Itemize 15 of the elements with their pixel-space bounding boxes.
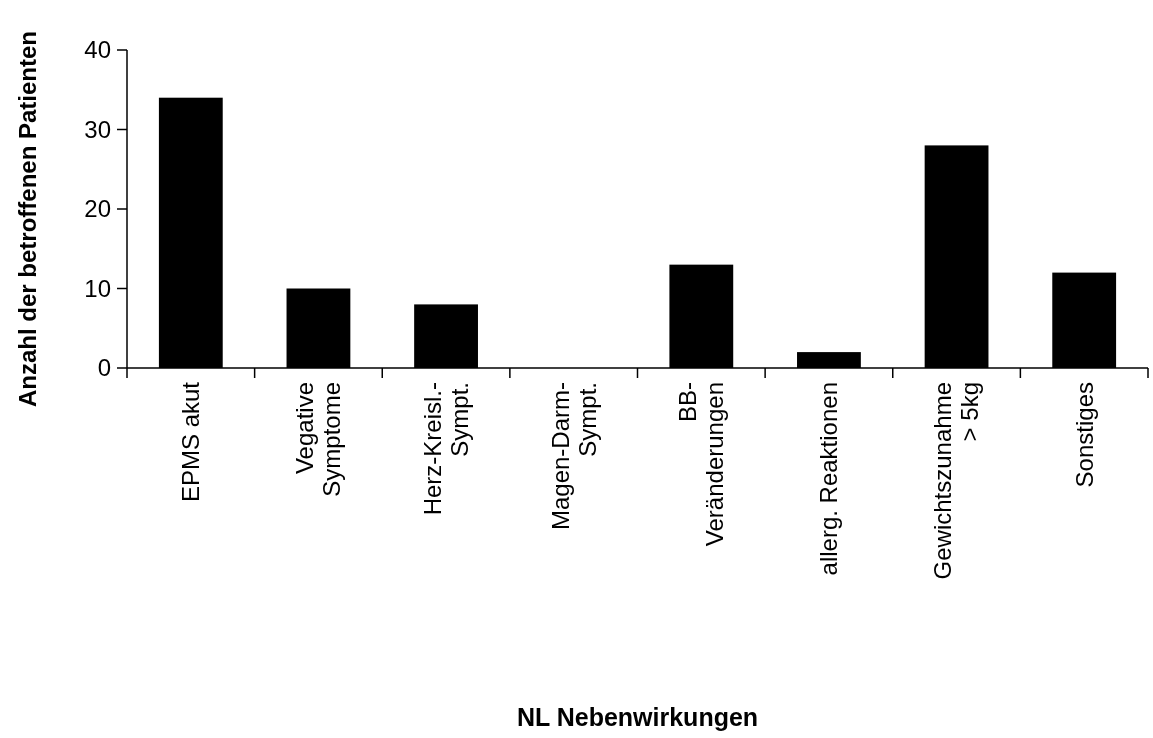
y-tick-label: 10 [84,274,111,302]
x-tick-label: Sonstiges [1070,382,1098,488]
x-tick-label: allerg. Reaktionen [815,382,843,576]
y-axis-title: Anzahl der betroffenen Patienten [14,30,41,408]
y-tick-label: 30 [84,115,111,143]
x-tick-label: Vegative Symptome [291,382,346,497]
y-tick-label: 20 [84,195,111,223]
y-tick-label: 40 [84,36,111,64]
x-axis-title: NL Nebenwirkungen [516,703,759,731]
x-tick-label: Magen-Darm- Sympt. [546,382,601,531]
x-tick-label: BB- Veränderungen [674,382,729,547]
x-tick-label: Herz-Kreisl.- Sympt. [418,382,473,516]
x-tick-label: EPMS akut [177,381,205,503]
y-tick-label: 0 [97,354,111,382]
x-tick-label: Gewichtszunahme > 5kg [929,382,984,580]
